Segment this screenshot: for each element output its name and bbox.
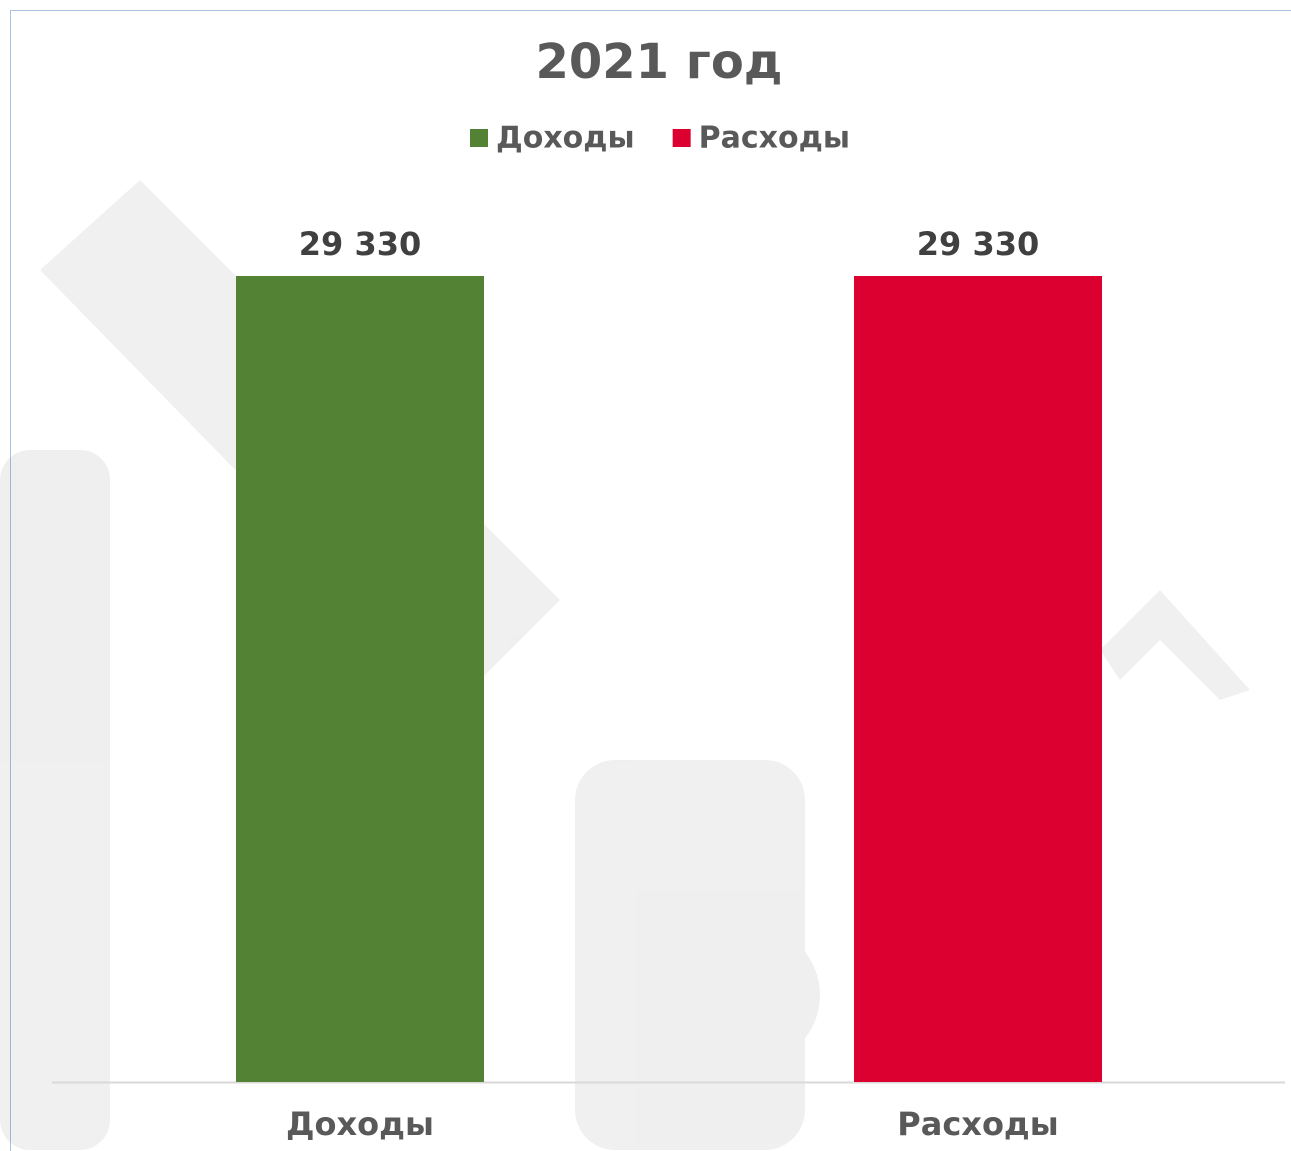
data-label: 29 330	[299, 225, 421, 263]
legend-label: Расходы	[699, 121, 850, 156]
data-label: 29 330	[917, 225, 1039, 263]
chart: 2021 год Доходы Расходы Доходы 29 330 Расход…	[0, 0, 1291, 1151]
legend-swatch	[673, 129, 691, 147]
x-tick-label: Расходы	[897, 1105, 1058, 1143]
legend-swatch	[470, 129, 488, 147]
x-tick-label: Доходы	[286, 1105, 434, 1143]
bar	[854, 276, 1102, 1082]
legend-label: Доходы	[496, 121, 635, 156]
bar	[236, 276, 484, 1082]
chart-title: 2021 год	[535, 34, 782, 90]
page: 2021 год Доходы Расходы Доходы 29 330 Расход…	[0, 0, 1291, 1151]
